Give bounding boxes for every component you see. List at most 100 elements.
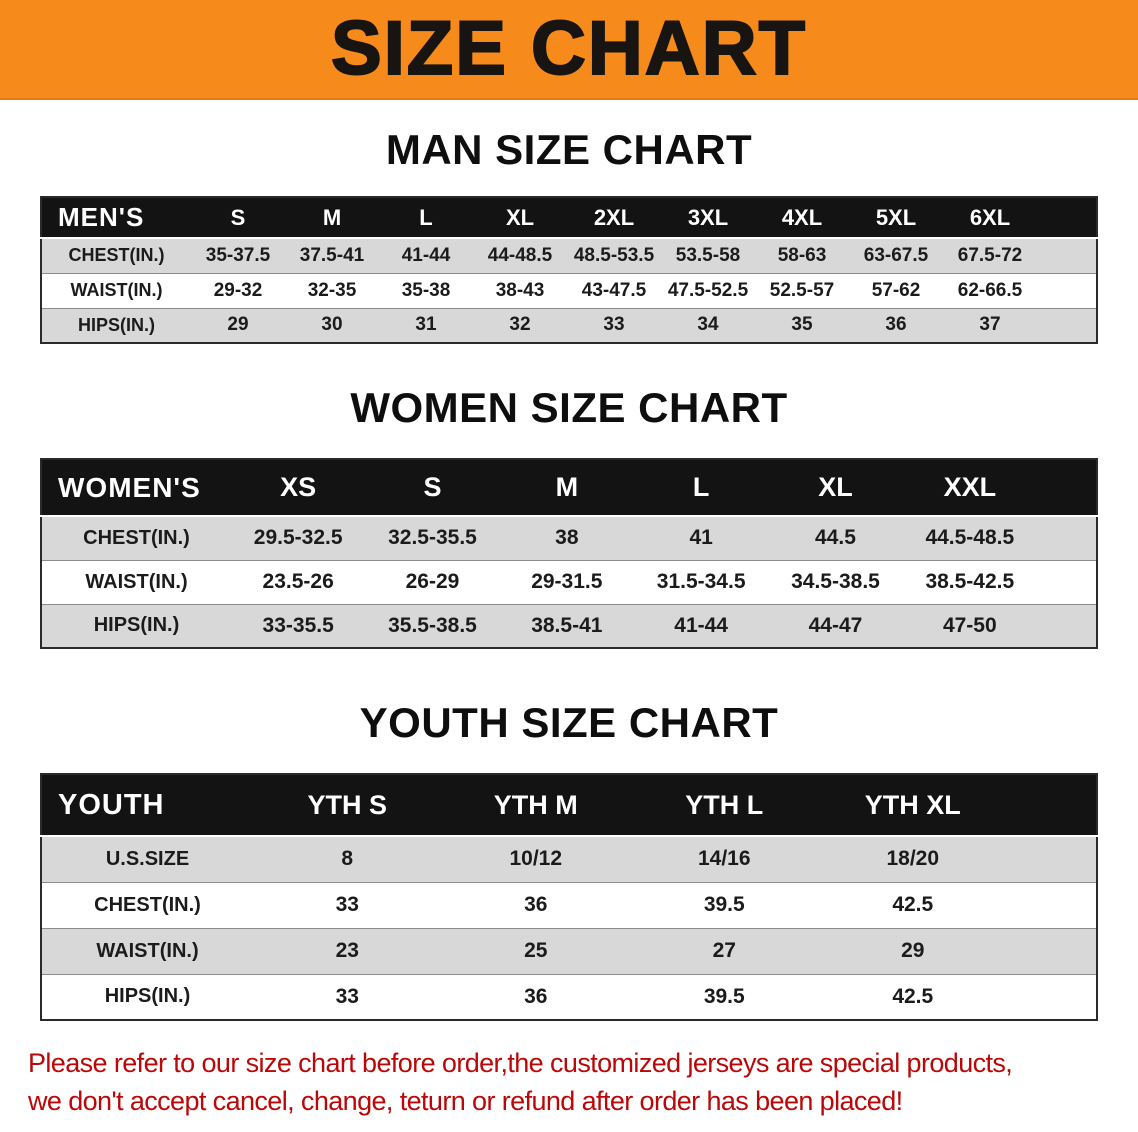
- row-spacer: [1037, 516, 1097, 560]
- size-value-cell: 38-43: [495, 279, 545, 301]
- row-spacer: [1007, 882, 1097, 928]
- size-value-cell: 25: [524, 939, 548, 962]
- size-column-header: S: [365, 459, 500, 517]
- size-value-cell: 29: [901, 939, 925, 962]
- size-value-cell: 35-37.5: [205, 244, 271, 266]
- size-value-cell: 57-62: [871, 279, 921, 301]
- men-size-section: MAN SIZE CHART MEN'S S M L XL 2XL 3XL 4XL 5XL 6XL…: [0, 126, 1138, 344]
- women-size-section: WOMEN SIZE CHART WOMEN'S XS S M L XL XXL CHEST(…: [0, 384, 1138, 649]
- size-value-cell: 30: [321, 314, 343, 336]
- measurement-row: HIPS(IN.) 33-35.5 35.5-38.5 38.5-41 41-44 44-…: [41, 604, 1097, 648]
- size-column-header: YTH L: [630, 774, 819, 837]
- row-spacer: [1037, 604, 1097, 648]
- size-value-cell: 38.5-42.5: [925, 570, 1015, 593]
- header-spacer: [1037, 459, 1097, 517]
- men-section-heading: MAN SIZE CHART: [385, 126, 753, 173]
- size-column-header: 2XL: [567, 197, 661, 239]
- size-value-cell: 42.5: [892, 984, 934, 1008]
- size-value-cell: 8: [341, 847, 354, 871]
- header-spacer: [1007, 774, 1097, 837]
- size-value-cell: 37.5-41: [299, 244, 365, 266]
- measurement-row: CHEST(IN.) 33 36 39.5 42.5: [41, 882, 1097, 928]
- size-value-cell: 29: [227, 314, 249, 336]
- row-label: HIPS(IN.): [77, 314, 155, 335]
- size-value-cell: 36: [885, 314, 907, 336]
- size-value-cell: 63-67.5: [863, 244, 929, 266]
- row-label: CHEST(IN.): [94, 893, 201, 916]
- size-value-cell: 34.5-38.5: [791, 570, 880, 593]
- size-value-cell: 43-47.5: [581, 279, 647, 301]
- measurement-row: U.S.SIZE 8 10/12 14/16 18/20: [41, 836, 1097, 882]
- row-spacer: [1007, 836, 1097, 882]
- measurement-row: HIPS(IN.) 29 30 31 32 33 34 35 36 37: [41, 308, 1097, 343]
- measurement-row: CHEST(IN.) 29.5-32.5 32.5-35.5 38 41 44.5 44.5…: [41, 516, 1097, 560]
- size-value-cell: 48.5-53.5: [573, 244, 655, 266]
- row-spacer: [1037, 238, 1097, 273]
- size-value-cell: 35.5-38.5: [388, 613, 477, 637]
- size-column-header: XL: [768, 459, 903, 517]
- row-label: WAIST(IN.): [96, 939, 199, 962]
- table-corner-label: MEN'S: [41, 197, 191, 239]
- size-value-cell: 32: [509, 314, 531, 336]
- size-value-cell: 29-31.5: [531, 570, 603, 593]
- size-value-cell: 67.5-72: [957, 244, 1023, 266]
- table-corner-label: WOMEN'S: [41, 459, 231, 517]
- size-value-cell: 38: [555, 526, 579, 550]
- size-value-cell: 23.5-26: [262, 570, 334, 593]
- size-column-header: M: [499, 459, 634, 517]
- row-spacer: [1037, 560, 1097, 604]
- row-label: WAIST(IN.): [70, 280, 163, 300]
- size-value-cell: 47-50: [942, 613, 997, 637]
- size-value-cell: 32.5-35.5: [388, 526, 477, 550]
- size-value-cell: 29-32: [213, 279, 263, 301]
- size-value-cell: 33: [335, 984, 359, 1008]
- table-header-row: WOMEN'S XS S M L XL XXL: [41, 459, 1097, 517]
- size-value-cell: 14/16: [697, 847, 751, 871]
- size-column-header: S: [191, 197, 285, 239]
- header-spacer: [1037, 197, 1097, 239]
- row-label: HIPS(IN.): [93, 614, 180, 637]
- size-value-cell: 34: [697, 314, 719, 336]
- size-value-cell: 23: [335, 939, 359, 962]
- order-policy-note: Please refer to our size chart before or…: [0, 1045, 1138, 1121]
- size-value-cell: 44-48.5: [487, 244, 553, 266]
- size-value-cell: 39.5: [703, 893, 745, 916]
- size-value-cell: 33: [603, 314, 625, 336]
- size-column-header: L: [633, 459, 769, 517]
- size-column-header: 6XL: [943, 197, 1037, 239]
- size-value-cell: 58-63: [777, 244, 827, 266]
- size-column-header: 3XL: [661, 197, 755, 239]
- row-label: CHEST(IN.): [83, 526, 190, 549]
- size-column-header: M: [285, 197, 379, 239]
- size-value-cell: 31.5-34.5: [656, 570, 746, 593]
- size-value-cell: 52.5-57: [769, 279, 835, 301]
- size-value-cell: 29.5-32.5: [253, 526, 343, 550]
- size-column-header: XS: [231, 459, 366, 517]
- row-label: HIPS(IN.): [104, 985, 191, 1008]
- row-spacer: [1037, 308, 1097, 343]
- size-value-cell: 44.5-48.5: [925, 526, 1015, 550]
- size-value-cell: 41-44: [401, 244, 451, 266]
- row-label: WAIST(IN.): [85, 570, 188, 593]
- row-spacer: [1007, 928, 1097, 974]
- size-value-cell: 36: [524, 984, 548, 1008]
- banner-title: SIZE CHART: [330, 6, 807, 91]
- measurement-row: WAIST(IN.) 23.5-26 26-29 29-31.5 31.5-34.5 34…: [41, 560, 1097, 604]
- size-column-header: L: [379, 197, 473, 239]
- size-value-cell: 27: [712, 939, 736, 962]
- size-column-header: XL: [473, 197, 567, 239]
- measurement-row: WAIST(IN.) 23 25 27 29: [41, 928, 1097, 974]
- size-value-cell: 32-35: [307, 279, 357, 301]
- women-section-heading: WOMEN SIZE CHART: [350, 384, 788, 431]
- size-value-cell: 33: [335, 893, 359, 916]
- youth-size-section: YOUTH SIZE CHART YOUTH YTH S YTH M YTH L YTH…: [0, 699, 1138, 1021]
- size-value-cell: 38.5-41: [531, 613, 603, 637]
- size-column-header: YTH M: [441, 774, 630, 837]
- row-spacer: [1007, 974, 1097, 1020]
- size-column-header: YTH XL: [818, 774, 1007, 837]
- size-value-cell: 35: [791, 314, 813, 336]
- order-policy-line-1: Please refer to our size chart before or…: [28, 1048, 1013, 1078]
- size-value-cell: 26-29: [405, 570, 460, 593]
- size-value-cell: 39.5: [703, 984, 745, 1008]
- size-value-cell: 10/12: [509, 847, 563, 871]
